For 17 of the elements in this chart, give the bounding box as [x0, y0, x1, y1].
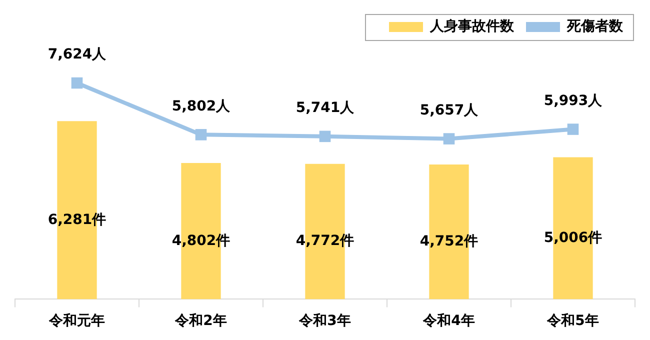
data-label: 5,993人 — [544, 92, 604, 109]
data-label: 5,802人 — [172, 98, 232, 114]
point — [195, 129, 207, 140]
point — [319, 130, 331, 142]
data-label: 7,624人 — [48, 46, 108, 63]
legend-label: 人身事故件数 — [429, 18, 515, 35]
data-label: 5,657人 — [420, 102, 480, 118]
point — [71, 77, 83, 89]
point — [443, 133, 455, 144]
x-tick-label: 令和2年 — [174, 313, 227, 330]
legend-label: 死傷者数 — [566, 18, 624, 35]
x-tick-label: 令和3年 — [298, 313, 351, 330]
x-tick-label: 令和5年 — [546, 313, 599, 330]
data-label: 5,741人 — [296, 100, 356, 116]
x-tick-label: 令和4年 — [422, 313, 475, 330]
x-tick-label: 令和元年 — [48, 313, 105, 330]
point — [567, 124, 579, 135]
